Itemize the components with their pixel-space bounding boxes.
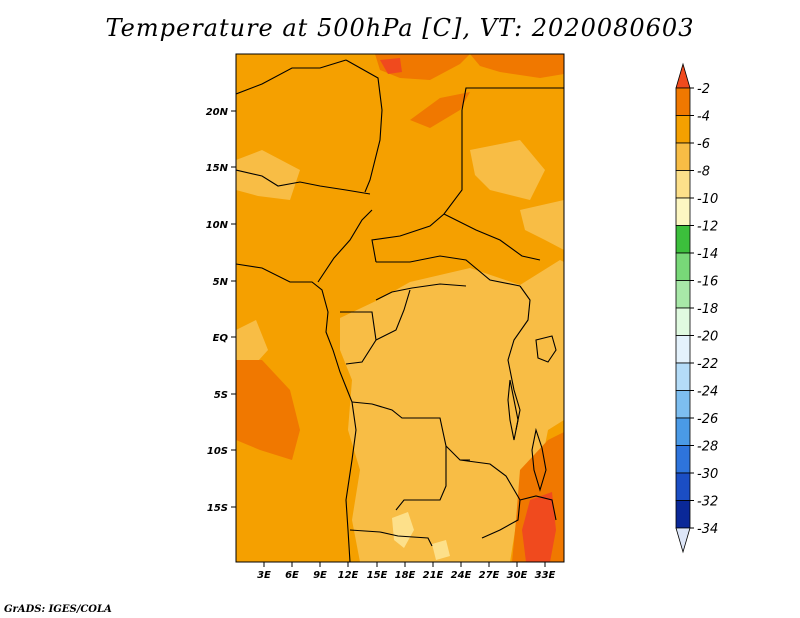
lon-label-3e: 3E (257, 570, 271, 581)
grads-credit: GrADS: IGES/COLA (4, 604, 112, 615)
colorbar-swatch (675, 417, 691, 446)
car-border (376, 255, 521, 287)
lat-label-10n: 10N (206, 220, 229, 231)
colorbar-swatch (675, 280, 691, 309)
lon-label-9e: 9E (313, 570, 327, 581)
colorbar-label: -16 (697, 275, 718, 290)
latitude-labels: 20N 15N 10N 5N EQ 5S 10S 15S (206, 107, 229, 514)
colorbar-label: -22 (697, 357, 718, 372)
colorbar-label: -8 (697, 165, 710, 180)
colorbar-label: -10 (697, 192, 718, 207)
sahara-border-1 (236, 59, 347, 95)
east-africa-border (507, 285, 531, 431)
colorbar-label: -34 (697, 522, 718, 537)
colorbar-swatch (675, 362, 691, 391)
colorbar-under-arrow (675, 527, 691, 554)
colorbar: -2 -4 -6 -8 -10 -12 -14 -16 -18 -20 -22 -24 -26 -28 -3… (675, 62, 718, 554)
field-zone-minus8-west (236, 320, 268, 370)
field-zone-minus2-southeast (522, 492, 556, 562)
lon-label-6e: 6E (285, 570, 299, 581)
colorbar-label: -32 (697, 495, 718, 510)
colorbar-label: -24 (697, 385, 718, 400)
lon-label-18e: 18E (395, 570, 416, 581)
longitude-labels: 3E 6E 9E 12E 15E 18E 21E 24E 27E 30E 33E (257, 570, 555, 581)
angola-namibia-border (349, 529, 433, 547)
lat-label-5n: 5N (213, 277, 229, 288)
lon-label-24e: 24E (451, 570, 472, 581)
field-zone-minus8-center (340, 260, 564, 562)
field-zone-minus2-north (380, 58, 402, 74)
drc-congo-border (375, 289, 411, 341)
colorbar-label: -14 (697, 247, 718, 262)
lat-label-15n: 15N (206, 163, 229, 174)
colorbar-swatch (675, 142, 691, 171)
lat-label-10s: 10S (207, 446, 228, 457)
field-zone-minus4-atlantic (236, 360, 300, 460)
colorbar-label: -6 (697, 137, 710, 152)
colorbar-label: -20 (697, 330, 718, 345)
colorbar-label: -2 (697, 82, 710, 97)
colorbar-label: -12 (697, 220, 718, 235)
lake-victoria-region (535, 335, 557, 363)
colorbar-label: -26 (697, 412, 718, 427)
lat-label-15s: 15S (207, 503, 228, 514)
sudan-border (461, 87, 564, 111)
lon-label-33e: 33E (535, 570, 556, 581)
colorbar-swatch (675, 252, 691, 281)
temperature-field (236, 54, 564, 562)
longitude-axis (263, 562, 546, 567)
colorbar-swatch (675, 307, 691, 336)
angola-zambia-border (395, 446, 447, 511)
ethiopia-border (443, 213, 541, 261)
colorbar-swatch (675, 390, 691, 419)
lon-label-15e: 15E (367, 570, 388, 581)
colorbar-label: -30 (697, 467, 718, 482)
field-zone-minus10-spot2 (432, 540, 450, 560)
colorbar-swatch (675, 170, 691, 199)
niger-nigeria-border (236, 169, 371, 195)
field-zone-minus10-spot (392, 512, 414, 548)
map-title: Temperature at 500hPa [C], VT: 202008060… (105, 14, 695, 42)
latitude-axis (231, 110, 236, 508)
colorbar-label: -28 (697, 440, 718, 455)
colorbar-label: -4 (697, 110, 710, 125)
lon-label-12e: 12E (338, 570, 359, 581)
lake-tanganyika (507, 379, 519, 441)
west-africa-coastline (236, 263, 353, 403)
field-zone-minus8-northeast (470, 140, 545, 200)
map-frame (235, 53, 565, 563)
colorbar-swatch (675, 225, 691, 254)
colorbar-swatch (675, 445, 691, 474)
congo-border (375, 283, 467, 301)
lon-label-21e: 21E (423, 570, 444, 581)
field-zone-minus4-sahara-top2 (470, 54, 564, 78)
mozambique-border (519, 495, 557, 521)
sahara-border-3 (371, 110, 463, 263)
field-zone-minus4-streak (410, 92, 470, 128)
lake-malawi (531, 427, 547, 492)
lat-label-eq: EQ (213, 333, 229, 344)
colorbar-over-arrow (675, 62, 691, 89)
lat-label-5s: 5S (214, 390, 228, 401)
lat-label-20n: 20N (206, 107, 229, 118)
colorbar-label: -18 (697, 302, 718, 317)
country-borders (236, 59, 564, 562)
lon-label-27e: 27E (479, 570, 500, 581)
drc-angola-border (351, 401, 470, 461)
lon-label-30e: 30E (507, 570, 528, 581)
colorbar-swatch (675, 197, 691, 226)
nigeria-cameroon-border (317, 209, 373, 283)
colorbar-swatch (675, 87, 691, 116)
field-zone-minus8-southeast (520, 200, 564, 250)
sahara-border-2 (345, 59, 383, 193)
colorbar-swatch (675, 115, 691, 144)
field-zone-minus8-sahara (236, 150, 300, 200)
colorbar-swatch (675, 472, 691, 501)
colorbar-swatch (675, 335, 691, 364)
angola-namibia-coast (345, 401, 357, 562)
colorbar-swatch (675, 500, 691, 529)
